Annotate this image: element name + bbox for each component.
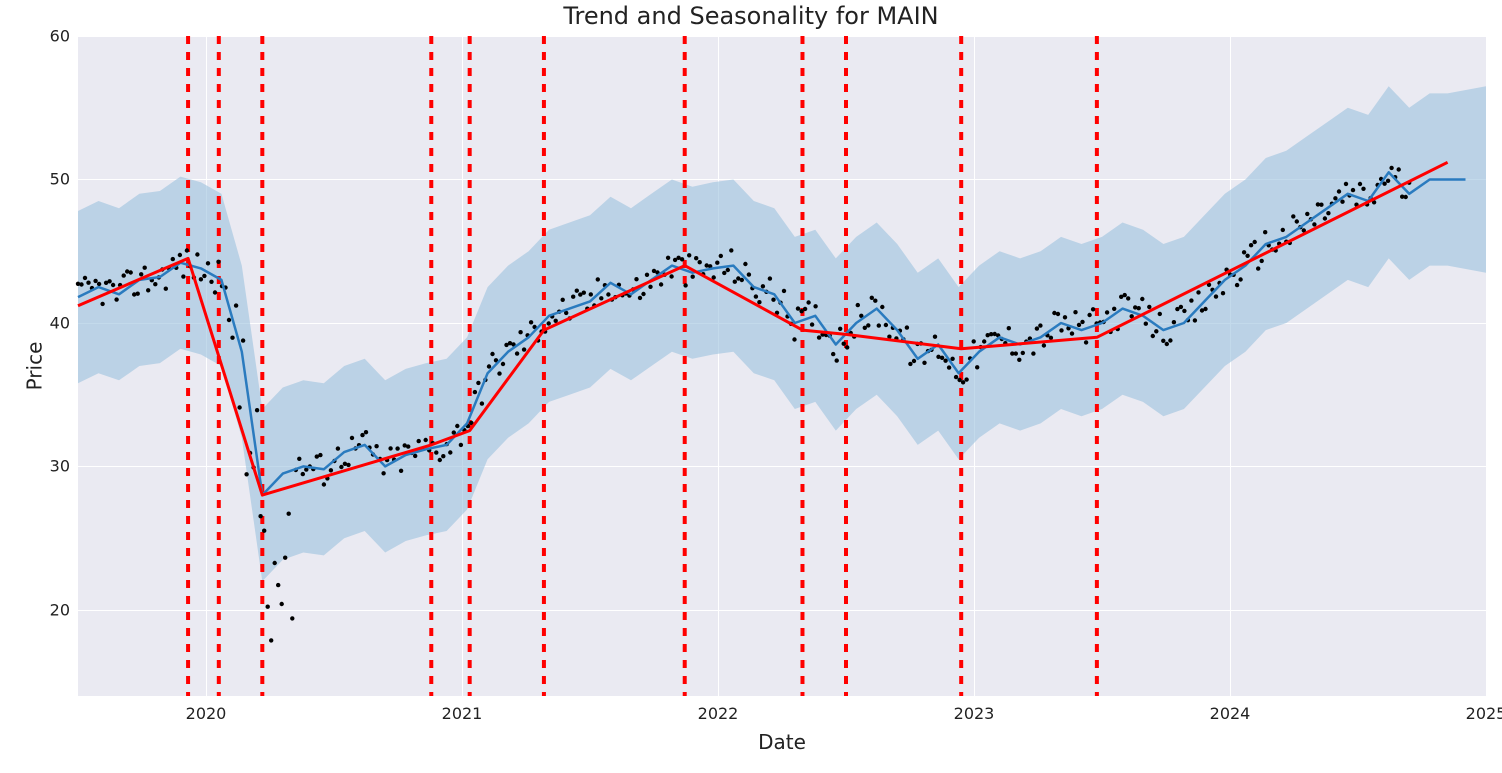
x-tick-label: 2025 xyxy=(1466,704,1502,723)
x-tick-label: 2021 xyxy=(442,704,483,723)
y-tick-label: 30 xyxy=(44,457,70,476)
chart-title: Trend and Seasonality for MAIN xyxy=(0,2,1502,30)
grid-line xyxy=(1486,36,1487,696)
chart-container: Trend and Seasonality for MAIN Date Pric… xyxy=(0,0,1502,773)
y-tick-label: 60 xyxy=(44,27,70,46)
plot-area xyxy=(78,36,1486,696)
y-tick-label: 50 xyxy=(44,170,70,189)
y-tick-label: 40 xyxy=(44,313,70,332)
confidence-band xyxy=(78,86,1486,581)
plot-svg xyxy=(78,36,1486,696)
x-tick-label: 2023 xyxy=(954,704,995,723)
y-axis-label: Price xyxy=(22,342,46,391)
x-axis-label: Date xyxy=(758,730,806,754)
x-tick-label: 2020 xyxy=(186,704,227,723)
y-tick-label: 20 xyxy=(44,600,70,619)
x-tick-label: 2024 xyxy=(1210,704,1251,723)
x-tick-label: 2022 xyxy=(698,704,739,723)
